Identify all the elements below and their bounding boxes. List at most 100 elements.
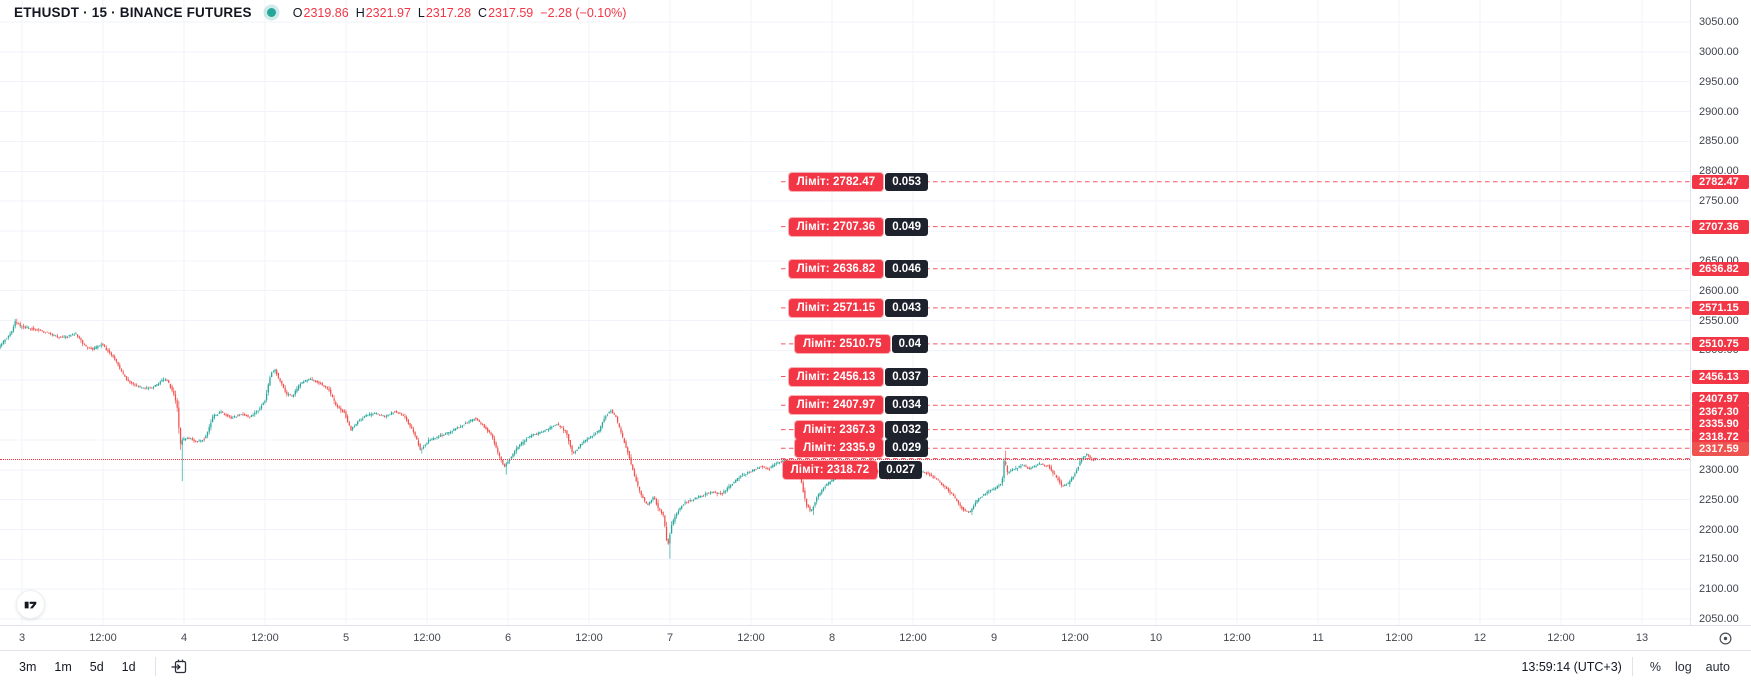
price-axis-label: 2050.00 [1699,613,1741,625]
limit-qty-text: 0.037 [885,368,928,386]
percent-scale-button[interactable]: % [1649,659,1661,674]
limit-order-axis-tag: 2456.13 [1692,370,1749,384]
price-axis-label: 2250.00 [1699,493,1741,506]
connection-status-icon[interactable] [266,8,276,17]
limit-order-axis-tag: 2318.72 [1692,430,1749,444]
time-axis-noon-label: 12:00 [1547,632,1575,644]
limit-order-label[interactable]: Ліміт: 2367.3 0.032 [795,421,928,439]
tradingview-logo-icon [24,601,37,609]
range-button-5d[interactable]: 5d [89,659,104,674]
limit-price-text: Ліміт: 2407.97 [788,396,884,414]
time-axis-day-label: 3 [18,632,26,644]
symbol-title[interactable]: ETHUSDT · 15 · BINANCE FUTURES [14,5,252,20]
time-axis-day-label: 12 [1473,632,1487,644]
limit-price-text: Ліміт: 2367.3 [795,421,884,439]
limit-qty-text: 0.032 [885,421,928,439]
clock-timezone[interactable]: 13:59:14 (UTC+3) [1521,659,1622,674]
auto-scale-button[interactable]: auto [1705,659,1730,674]
limit-order-axis-tag: 2407.97 [1692,392,1749,406]
price-axis[interactable]: 3050.00 3000.00 2950.00 2900.00 2850.00 2800.… [1690,0,1751,625]
time-axis-day-label: 8 [828,632,836,644]
range-button-1m[interactable]: 1m [54,659,72,674]
ohlc-values: O 2319.86 H 2321.97 L 2317.28 C 2317.59 −2.28 (−… [293,6,627,20]
time-axis-day-label: 6 [504,632,512,644]
limit-order-label[interactable]: Ліміт: 2636.82 0.046 [788,260,928,278]
time-axis-noon-label: 12:00 [899,632,927,644]
ohlc-pair: L 2317.28 [417,5,472,20]
limit-order-label[interactable]: Ліміт: 2318.72 0.027 [782,461,922,479]
limit-order-axis-tag: 2707.36 [1692,220,1749,234]
range-switcher: 3m 1m 5d 1d [0,655,192,679]
limit-order-axis-tag: 2510.75 [1692,337,1749,351]
price-axis-label: 2850.00 [1699,135,1741,148]
time-axis-day-label: 4 [180,632,188,644]
price-axis-label: 2150.00 [1699,553,1741,566]
limit-order-label[interactable]: Ліміт: 2707.36 0.049 [788,218,928,236]
limit-qty-text: 0.034 [885,396,928,414]
time-axis-noon-label: 12:00 [89,632,117,644]
price-axis-label: 2750.00 [1699,195,1741,208]
toolbar-divider [1631,657,1633,676]
time-axis-day-label: 11 [1312,632,1324,644]
time-axis-day-label: 10 [1149,632,1163,644]
time-axis-noon-label: 12:00 [1385,632,1413,644]
candles [0,318,1096,559]
limit-order-label[interactable]: Ліміт: 2456.13 0.037 [788,368,928,386]
time-axis-day-label: 7 [666,632,674,644]
limit-qty-text: 0.046 [885,260,928,278]
go-to-date-icon [171,659,187,674]
axis-settings-icon[interactable] [1717,630,1733,646]
limit-price-text: Ліміт: 2636.82 [788,260,884,278]
ohlc-pair: C 2317.59 [478,5,534,20]
limit-order-label[interactable]: Ліміт: 2335.9 0.029 [795,439,928,457]
limit-order-axis-tag: 2571.15 [1692,301,1749,315]
limit-price-text: Ліміт: 2318.72 [782,461,878,479]
log-scale-button[interactable]: log [1674,659,1692,674]
tradingview-logo[interactable] [16,590,45,619]
price-axis-label: 2300.00 [1699,463,1741,476]
limit-price-text: Ліміт: 2782.47 [788,173,884,191]
limit-qty-text: 0.043 [885,299,928,317]
range-button-3m[interactable]: 3m [19,659,37,674]
go-to-date-button[interactable] [168,655,192,679]
limit-order-label[interactable]: Ліміт: 2510.75 0.04 [795,335,928,353]
time-axis-noon-label: 12:00 [251,632,279,644]
toolbar-right: 13:59:14 (UTC+3) % log auto [1521,657,1751,677]
limit-qty-text: 0.053 [885,173,928,191]
limit-price-text: Ліміт: 2510.75 [795,335,890,353]
limit-order-axis-tag: 2335.90 [1692,417,1749,431]
price-axis-label: 2950.00 [1699,75,1741,88]
time-axis-day-label: 13 [1635,632,1649,644]
ohlc-pair: H 2321.97 [355,5,411,20]
limit-qty-text: 0.027 [879,461,922,479]
price-axis-label: 2800.00 [1699,165,1741,178]
time-axis[interactable]: 3 12:00 4 12:00 5 12:00 6 12:00 7 12:00 8 12:00 9 12:… [0,625,1751,650]
limit-order-label[interactable]: Ліміт: 2571.15 0.043 [788,299,928,317]
limit-order-axis-tag: 2782.47 [1692,175,1749,189]
range-button-1d[interactable]: 1d [121,659,136,674]
limit-qty-text: 0.049 [885,218,928,236]
limit-price-text: Ліміт: 2335.9 [795,439,884,457]
limit-price-text: Ліміт: 2571.15 [788,299,884,317]
toolbar-divider [154,657,156,676]
bottom-toolbar: 3m 1m 5d 1d 13:59:14 (UTC+3) % log auto [0,650,1751,682]
price-axis-label: 3050.00 [1699,16,1741,28]
time-axis-noon-label: 12:00 [1223,632,1251,644]
time-axis-noon-label: 12:00 [1061,632,1089,644]
price-axis-label: 2900.00 [1699,105,1741,118]
limit-order-label[interactable]: Ліміт: 2782.47 0.053 [788,173,928,191]
price-axis-label: 2200.00 [1699,523,1741,536]
limit-order-label[interactable]: Ліміт: 2407.97 0.034 [788,396,928,414]
price-axis-label: 2100.00 [1699,583,1741,596]
ohlc-pair: O 2319.86 [292,5,349,20]
time-axis-noon-label: 12:00 [575,632,603,644]
limit-qty-text: 0.04 [891,335,928,353]
time-axis-day-label: 9 [990,632,998,644]
last-price-line [0,459,1690,460]
limit-price-text: Ліміт: 2456.13 [788,368,884,386]
limit-price-text: Ліміт: 2707.36 [788,218,884,236]
price-axis-label: 2600.00 [1699,284,1741,297]
chart-pane[interactable]: Ліміт: 2782.47 0.053 Ліміт: 2707.36 0.049 Лі… [0,0,1690,625]
price-change: −2.28 (−0.10%) [540,5,627,20]
